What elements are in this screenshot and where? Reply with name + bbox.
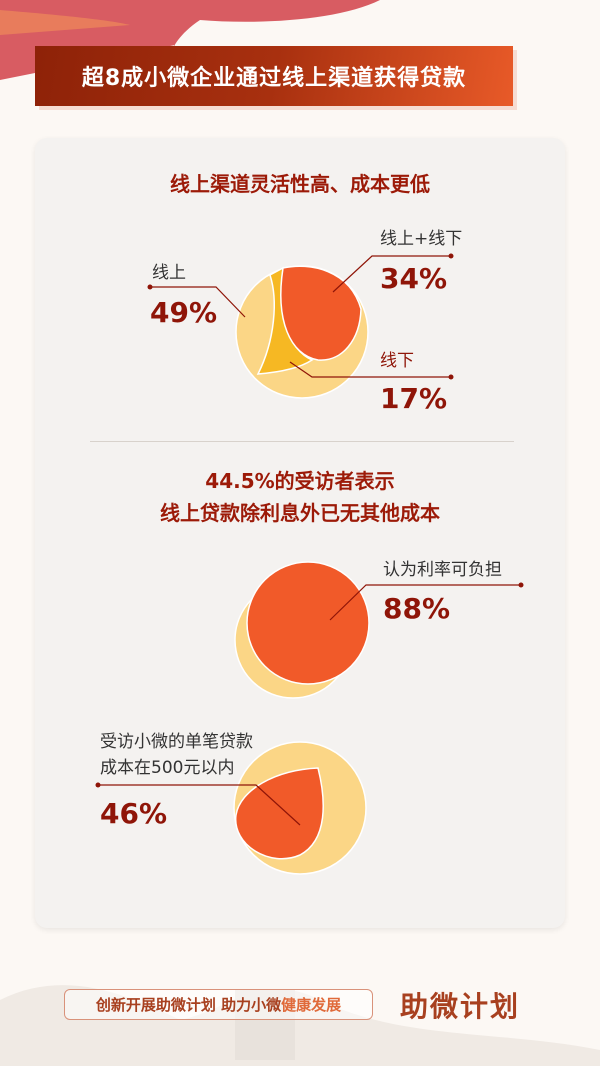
value-both: 34% [380, 262, 448, 295]
section1-title: 线上渠道灵活性高、成本更低 [170, 172, 430, 196]
page-title: 超8成小微企业通过线上渠道获得贷款 [35, 46, 513, 106]
value-under500: 46% [100, 797, 168, 830]
chart1-leader-both [332, 255, 451, 293]
label-online: 线上 [152, 263, 186, 283]
slogan-part2: 健康发展 [281, 996, 342, 1014]
chart2-leader [329, 584, 521, 621]
label-under500-line2: 成本在500元以内 [100, 758, 235, 778]
value-online: 49% [150, 296, 218, 329]
logo: 助微计划 [400, 990, 521, 1023]
label-offline: 线下 [380, 351, 414, 371]
footer-slogan: 创新开展助微计划 助力小微 健康发展 [64, 989, 373, 1020]
label-affordable: 认为利率可负担 [383, 560, 502, 580]
label-both: 线上+线下 [380, 229, 463, 249]
slogan-part1: 创新开展助微计划 助力小微 [95, 996, 282, 1014]
value-affordable: 88% [383, 592, 451, 625]
divider [90, 441, 514, 442]
chart3-leader [98, 784, 301, 826]
label-under500-line1: 受访小微的单笔贷款 [100, 732, 253, 752]
chart1-leader-online [150, 286, 246, 318]
chart1-leader-offline [289, 361, 451, 378]
chart1-both-region [280, 265, 362, 361]
chart2-affordable-circle [246, 561, 370, 685]
section2-title-line2: 线上贷款除利息外已无其他成本 [160, 501, 440, 525]
chart3-under500-region [235, 767, 324, 860]
value-offline: 17% [380, 382, 448, 415]
section2-title-line1: 44.5%的受访者表示 [205, 469, 395, 493]
